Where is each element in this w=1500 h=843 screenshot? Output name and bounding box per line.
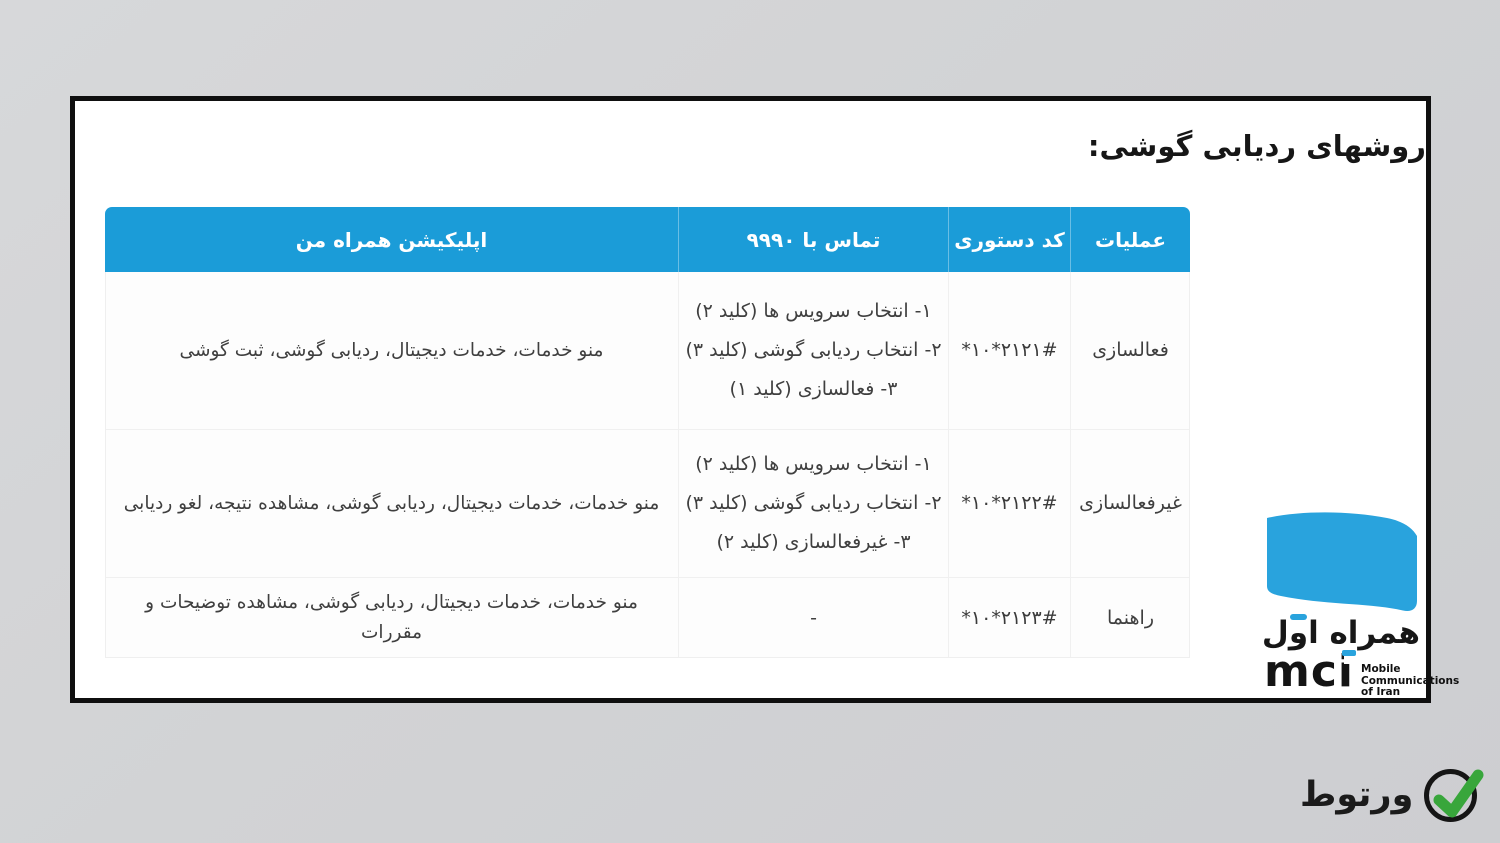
call-steps-cell-activation: ۱- انتخاب سرویس ها (کلید ۲) ۲- انتخاب رد… [678,272,948,430]
app-cell-activation: منو خدمات، خدمات دیجیتال، ردیابی گوشی، ث… [105,272,678,430]
ussd-code: *۱۰*۲۱۲۳# [961,606,1058,629]
call-step: ۲- انتخاب ردیابی گوشی (کلید ۳) [685,339,942,362]
watermark-circle [1424,769,1477,822]
mci-logo: همراه اول mci Mobile Communications of I… [1261,511,1459,699]
mci-flag-icon [1267,512,1417,612]
code-cell-deactivation: *۱۰*۲۱۲۲# [948,430,1070,578]
mci-wordmark-en-text: mci [1264,646,1355,697]
app-cell-deactivation: منو خدمات، خدمات دیجیتال، ردیابی گوشی، م… [105,430,678,578]
call-steps-cell-guide: - [678,578,948,658]
watermark-logo: ورتوط [1300,763,1484,835]
mci-tagline-line: of Iran [1361,686,1401,699]
mci-blue-accent [1290,614,1307,620]
code-cell-guide: *۱۰*۲۱۲۳# [948,578,1070,658]
call-steps-cell-deactivation: ۱- انتخاب سرویس ها (کلید ۲) ۲- انتخاب رد… [678,430,948,578]
mci-tagline-line: Communications [1361,674,1460,687]
ussd-code: *۱۰*۲۱۲۱# [961,339,1058,362]
call-step: ۳- فعالسازی (کلید ۱) [729,377,898,400]
mci-tagline: Mobile Communications of Iran [1361,663,1460,699]
header-operations: عملیات [1070,207,1190,272]
mci-wordmark-en: mci [1264,650,1357,694]
watermark-text: ورتوط [1300,775,1414,815]
header-app: اپلیکیشن همراه من [105,207,678,272]
operation-cell-deactivation: غیرفعالسازی [1070,430,1190,578]
tracking-methods-table: عملیات کد دستوری تماس با ۹۹۹۰ اپلیکیشن ه… [105,207,1190,658]
header-call-9990: تماس با ۹۹۹۰ [678,207,948,272]
app-cell-guide: منو خدمات، خدمات دیجیتال، ردیابی گوشی، م… [105,578,678,658]
call-step: ۱- انتخاب سرویس ها (کلید ۲) [695,300,932,323]
watermark-check-icon [1433,769,1484,818]
header-code: کد دستوری [948,207,1070,272]
page-title: روشهای ردیابی گوشی: [1087,129,1426,163]
operation-cell-activation: فعالسازی [1070,272,1190,430]
operation-cell-guide: راهنما [1070,578,1190,658]
code-cell-activation: *۱۰*۲۱۲۱# [948,272,1070,430]
ussd-code: *۱۰*۲۱۲۲# [961,492,1058,515]
mci-blue-i-dash [1342,650,1357,656]
call-step: ۳- غیرفعالسازی (کلید ۲) [716,530,911,553]
mci-wordmark-fa: همراه اول [1261,614,1421,651]
call-step: ۱- انتخاب سرویس ها (کلید ۲) [695,453,932,476]
mci-wordmark-fa-text: همراه اول [1261,615,1421,651]
mci-tagline-line: Mobile [1361,663,1401,675]
call-step: ۲- انتخاب ردیابی گوشی (کلید ۳) [685,492,942,515]
mci-i-dot-cover [1344,655,1354,664]
